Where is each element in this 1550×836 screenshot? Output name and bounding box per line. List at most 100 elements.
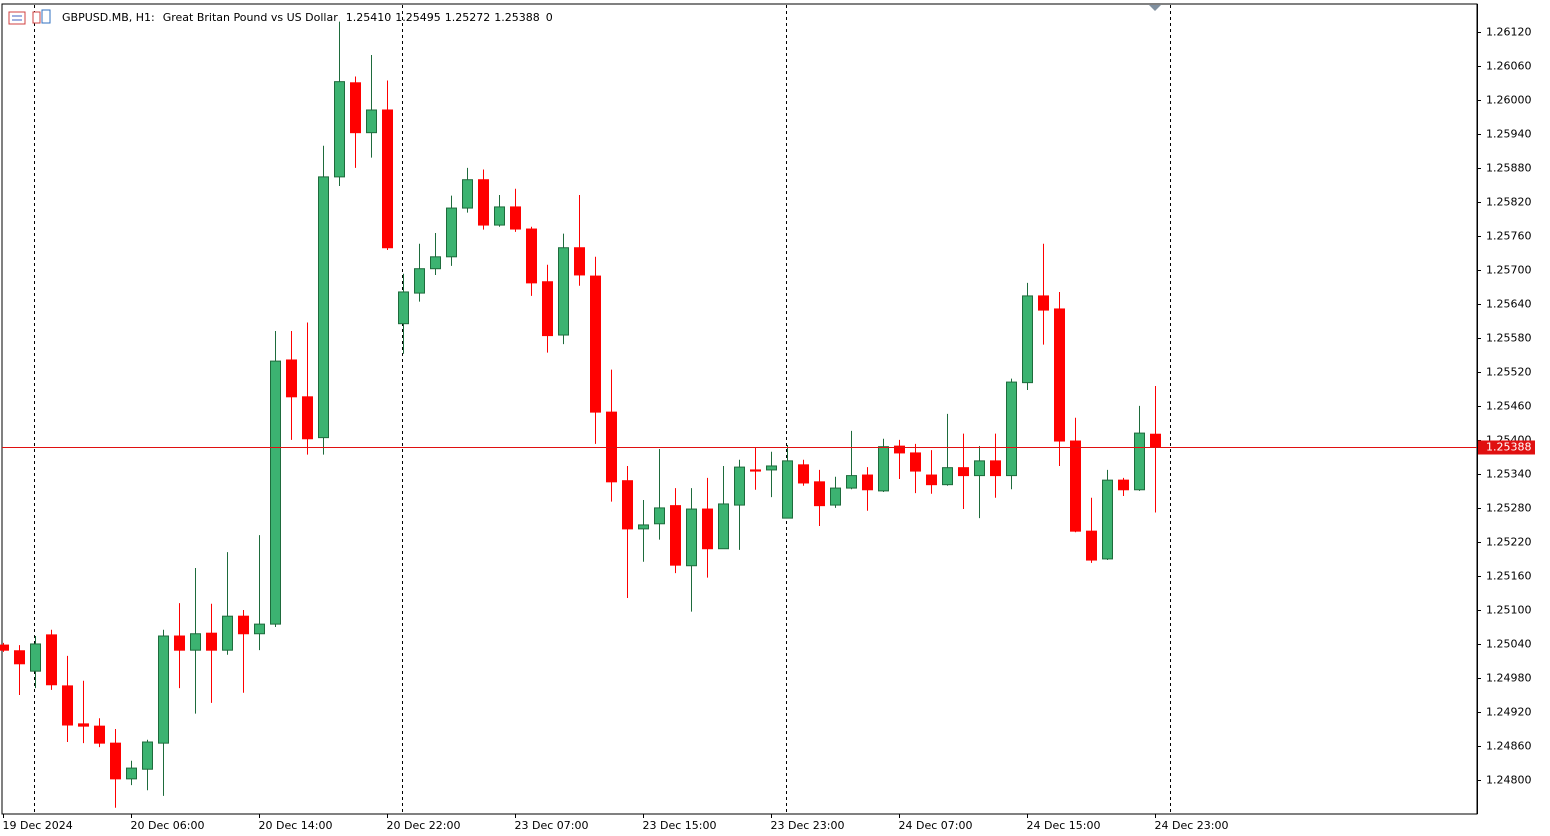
x-tick-label: 20 Dec 06:00 [131,819,205,832]
candle-body [1086,530,1097,561]
candle-body [398,291,409,325]
x-tick-label: 24 Dec 23:00 [1155,819,1229,832]
y-tick-label: 1.25100 [1486,604,1532,617]
candle-body [654,507,665,525]
candle-body [494,206,505,226]
y-tick-label: 1.25160 [1486,570,1532,583]
candle-body [798,464,809,484]
candle-body [1070,440,1081,532]
candle-body [590,275,601,413]
y-tick-label: 1.25340 [1486,468,1532,481]
candles [0,21,1161,808]
x-tick-label: 23 Dec 07:00 [515,819,589,832]
y-tick-label: 1.25640 [1486,298,1532,311]
candle-body [1118,479,1129,491]
candle-body [926,474,937,486]
candle-body [142,741,153,770]
plot-frame [1,3,1478,815]
candle-body [766,465,777,471]
period-separators [34,5,1171,813]
candle-body [158,635,169,744]
candle-body [510,206,521,230]
chart-header: GBPUSD.MB, H1: Great Britan Pound vs US D… [62,11,553,24]
candle-body [638,524,649,530]
candle-body [1054,308,1065,442]
info-value: 1.25388 [494,11,540,24]
candle-body [846,475,857,489]
candle-body [542,281,553,337]
candle-body [46,634,57,686]
candle-body [318,176,329,439]
candle-body [750,469,761,472]
y-tick-label: 1.25820 [1486,196,1532,209]
y-tick-label: 1.24800 [1486,774,1532,787]
candle-body [270,360,281,625]
icon [8,11,26,25]
candle-body [782,460,793,519]
toolbar-icons [8,9,51,25]
y-tick-label: 1.24980 [1486,672,1532,685]
candle-body [1102,479,1113,560]
y-tick-label: 1.25760 [1486,230,1532,243]
candle-body [526,228,537,284]
candle-body [878,446,889,492]
candle-body [942,467,953,486]
candle-body [78,723,89,727]
candle-body [718,503,729,550]
y-tick-label: 1.25700 [1486,264,1532,277]
candle-body [1134,432,1145,491]
candle-body [830,487,841,506]
candle-body [462,179,473,209]
candle-body [302,396,313,440]
candle-body [14,650,25,665]
candle-body [670,505,681,566]
candle-body [350,82,361,134]
icon [32,11,41,24]
candle-body [1006,381,1017,477]
candle-body [862,474,873,491]
candle-body [334,81,345,178]
y-tick-label: 1.24860 [1486,740,1532,753]
candle-body [734,466,745,506]
icon [41,9,51,24]
y-tick-label: 1.25880 [1486,162,1532,175]
candle-body [30,643,41,672]
candle-body [126,767,137,780]
y-tick-label: 1.25460 [1486,400,1532,413]
candle-body [894,445,905,454]
candle-body [910,452,921,472]
bid-label-box [1478,440,1535,455]
candle-body [574,247,585,276]
y-tick-label: 1.26120 [1486,26,1532,39]
x-tick-label: 19 Dec 2024 [3,819,73,832]
candle-body [94,725,105,744]
x-tick-label: 24 Dec 07:00 [899,819,973,832]
shift-marker [1149,5,1161,11]
candle-body [1038,295,1049,311]
y-tick-label: 1.25940 [1486,128,1532,141]
info-value: 1.25495 [395,11,441,24]
y-tick-label: 1.25040 [1486,638,1532,651]
candle-body [286,359,297,398]
info-value: 1.25272 [445,11,491,24]
candle-body [190,633,201,651]
x-tick-label: 23 Dec 23:00 [771,819,845,832]
candle-body [382,109,393,249]
candle-body [254,623,265,635]
candle-body [686,508,697,567]
candle-body [990,460,1001,477]
candle-body [238,615,249,635]
y-tick-label: 1.25520 [1486,366,1532,379]
candle-body [606,411,617,483]
candle-body [702,508,713,550]
y-tick-label: 1.26000 [1486,94,1532,107]
bid-label: 1.25388 [1486,441,1532,454]
candle-body [622,480,633,530]
candle-body [814,481,825,507]
info-value: 1.25410 [346,11,392,24]
x-tick-label: 23 Dec 15:00 [643,819,717,832]
y-tick-label: 1.25580 [1486,332,1532,345]
candle-body [174,635,185,651]
